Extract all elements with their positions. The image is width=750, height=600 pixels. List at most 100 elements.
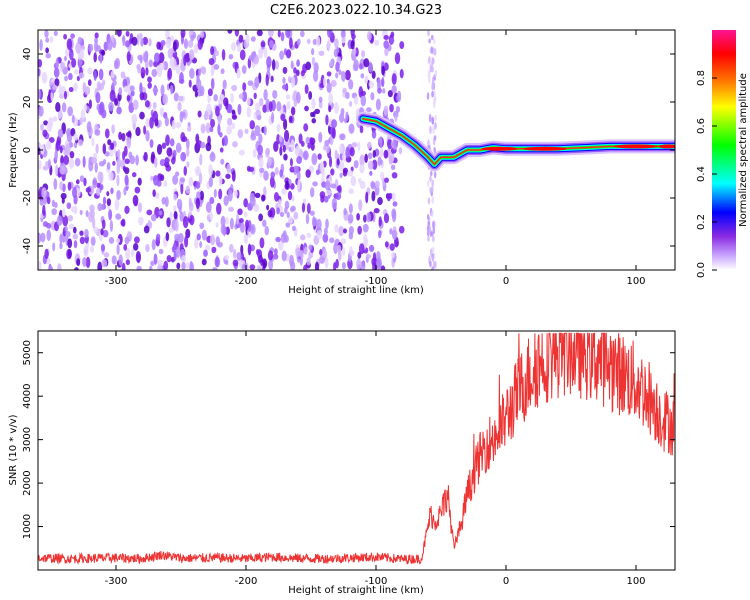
- spectrogram-cell: [116, 30, 122, 37]
- spectrogram-cell: [255, 109, 261, 117]
- spectrogram-cell: [244, 128, 249, 135]
- spectrogram-cell: [217, 123, 221, 136]
- spectrogram-cell: [60, 155, 64, 166]
- spectrogram-cell: [121, 262, 126, 270]
- spectrogram-cell: [272, 90, 278, 99]
- spectrogram-cell: [333, 242, 338, 255]
- ridge-peak: [614, 144, 658, 149]
- spectrogram-cell: [287, 216, 293, 224]
- spectrogram-cell: [268, 259, 274, 270]
- spectrogram-cell: [323, 77, 327, 87]
- spectrogram-cell: [71, 186, 77, 199]
- spectrogram-cell: [205, 201, 212, 213]
- spectrogram-cell: [208, 57, 215, 66]
- spectrogram-cell: [196, 88, 203, 97]
- spectrogram-cell: [295, 247, 301, 257]
- spectrogram-cell: [270, 171, 276, 179]
- spectrogram-cell: [64, 226, 68, 232]
- spectrogram-cell: [261, 194, 266, 202]
- spectrogram-cell: [250, 36, 256, 42]
- spectrogram-cell: [284, 200, 290, 210]
- spectrogram-cell: [199, 31, 205, 39]
- spectrogram-cell: [378, 230, 382, 239]
- spectrogram-cell: [103, 41, 109, 51]
- spectrogram-cell: [115, 238, 121, 244]
- spectrogram-cell: [345, 146, 350, 159]
- spectrogram-cell: [387, 90, 393, 98]
- spectrogram-cell: [431, 83, 434, 91]
- spectrogram-cell: [429, 64, 433, 73]
- spectrogram-cell: [183, 165, 188, 176]
- spectrogram-cell: [73, 226, 77, 234]
- spectrogram-cell: [245, 34, 250, 44]
- spectrogram-cell: [339, 172, 343, 179]
- spectrogram-cell: [275, 236, 281, 243]
- spectrogram-cell: [89, 245, 95, 253]
- spectrogram-cell: [68, 158, 75, 169]
- spectrogram-cell: [267, 156, 272, 167]
- spectrogram-cell: [241, 90, 248, 103]
- spectrogram-cell: [325, 189, 332, 196]
- spectrogram-cell: [269, 39, 274, 48]
- spectrogram-cell: [259, 167, 265, 174]
- spectrogram-cell: [173, 92, 179, 102]
- spectrogram-cell: [276, 123, 281, 133]
- spectrogram-cell: [172, 149, 177, 158]
- spectrogram-cell: [90, 236, 96, 247]
- spectrogram-cell: [133, 200, 138, 207]
- spectrogram-cell: [328, 105, 332, 113]
- spectrogram-cell: [108, 209, 113, 221]
- spectrogram-cell: [136, 265, 142, 270]
- spectrogram-cell: [226, 125, 233, 135]
- spectrogram-cell: [431, 57, 435, 63]
- spectrogram-cell: [310, 187, 315, 198]
- spectrogram-cell: [199, 241, 203, 249]
- spectrogram-cell: [125, 247, 131, 260]
- snr-panel: -300 -200 -100 0 100 1000 2000 3000 4000 5000 He…: [8, 330, 676, 596]
- spectrogram-cell: [340, 107, 345, 116]
- spectrogram-cell: [392, 192, 396, 202]
- spectrogram-cell: [71, 58, 77, 68]
- spectrogram-cell: [247, 57, 252, 69]
- snr-series-line: [38, 332, 675, 566]
- spectrogram-cell: [359, 154, 365, 167]
- spectrogram-cell: [334, 101, 339, 114]
- spectrogram-cell: [360, 73, 365, 79]
- spectrogram-cell: [187, 40, 194, 48]
- spectrogram-cell: [222, 225, 226, 237]
- spectrogram-cell: [431, 179, 434, 187]
- spectrogram-cell: [390, 164, 396, 170]
- spectrogram-cell: [87, 67, 93, 75]
- spectrogram-cell: [153, 253, 158, 265]
- spectrogram-cell: [287, 75, 291, 83]
- spectrogram-cell: [42, 221, 49, 228]
- spectrogram-cell: [343, 228, 347, 234]
- spectrogram-cell: [139, 111, 145, 120]
- spectrogram-cell: [186, 138, 190, 150]
- spectrogram-cell: [395, 106, 401, 113]
- spectrogram-cell: [366, 212, 371, 223]
- spectrogram-cell: [249, 196, 256, 207]
- spectrogram-cell: [319, 191, 326, 199]
- spectrogram-cell: [149, 116, 154, 129]
- spectrogram-cell: [83, 245, 89, 258]
- spectrogram-cell: [199, 222, 205, 230]
- spectrogram-cell: [164, 161, 170, 168]
- spectrogram-cell: [358, 199, 363, 211]
- spectrogram-cell: [91, 137, 95, 147]
- spectrogram-cell: [398, 225, 405, 234]
- spectrogram-cell: [295, 91, 301, 104]
- spectrogram-cell: [258, 157, 264, 169]
- y-tick-label: 4000: [22, 383, 33, 408]
- spectrogram-cell: [209, 234, 216, 246]
- spectrogram-cell: [356, 258, 362, 270]
- spectrogram-cell: [55, 57, 59, 69]
- spectrogram-cell: [312, 217, 318, 227]
- spectrogram-cell: [38, 58, 43, 68]
- spectrogram-cell: [161, 142, 167, 149]
- spectrogram-cell: [326, 38, 331, 51]
- spectrogram-cell: [84, 228, 89, 238]
- spectrogram-cell: [208, 211, 214, 221]
- spectrogram-cell: [116, 174, 120, 187]
- spectrogram-cell: [152, 87, 159, 94]
